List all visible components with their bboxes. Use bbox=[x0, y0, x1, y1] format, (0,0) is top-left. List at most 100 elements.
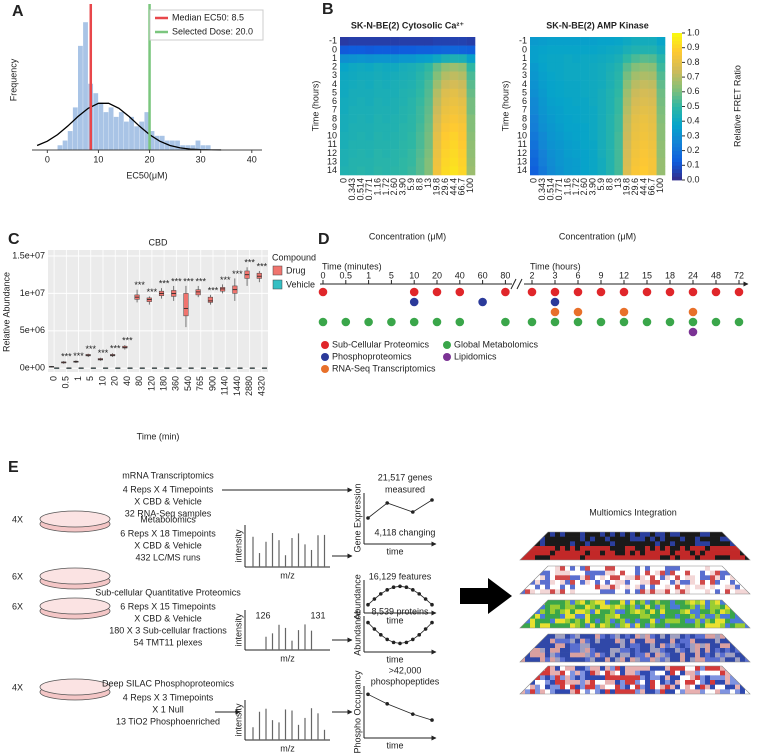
bar bbox=[134, 126, 140, 150]
layer-cell bbox=[725, 566, 731, 571]
layer-cell bbox=[615, 604, 621, 610]
layer-cell bbox=[620, 541, 626, 547]
layer-cell bbox=[530, 670, 536, 676]
layer-cell bbox=[655, 614, 661, 619]
heat-cell bbox=[555, 80, 565, 90]
layer-cell bbox=[675, 575, 681, 581]
layer-cell bbox=[600, 670, 606, 676]
heat-cell bbox=[614, 106, 624, 115]
heat-cell bbox=[432, 54, 442, 64]
layer-cell bbox=[520, 584, 526, 590]
heat-cell bbox=[340, 62, 349, 72]
heat-cell bbox=[407, 54, 417, 64]
row-label: 7 bbox=[332, 105, 337, 115]
layer-cell bbox=[580, 618, 586, 624]
row-label: 12 bbox=[327, 148, 337, 158]
colorbar-step bbox=[672, 146, 682, 151]
layer-cell bbox=[565, 550, 571, 556]
heat-cell bbox=[466, 123, 476, 133]
assay-title: mRNA Transcriptomics bbox=[122, 470, 214, 480]
layer-cell bbox=[645, 623, 651, 628]
heat-cell bbox=[399, 149, 408, 159]
heat-cell bbox=[390, 80, 400, 90]
heat-cell bbox=[407, 157, 417, 167]
layer-cell bbox=[680, 555, 686, 560]
assay-dot bbox=[573, 287, 583, 297]
layer-cell bbox=[690, 638, 696, 644]
heat-cell bbox=[597, 37, 607, 46]
heat-cell bbox=[390, 149, 400, 159]
assay-detail: 13 TiO2 Phosphoenriched bbox=[116, 716, 220, 726]
layer-cell bbox=[740, 666, 746, 671]
heat-cell bbox=[399, 157, 408, 167]
layer-cell bbox=[535, 666, 541, 671]
layer-cell bbox=[620, 675, 626, 681]
layer-cell bbox=[560, 634, 566, 639]
heat-cell bbox=[622, 166, 632, 176]
layer-cell bbox=[600, 570, 606, 576]
heat-cell bbox=[614, 62, 624, 72]
bar bbox=[93, 93, 99, 150]
layer-cell bbox=[720, 666, 726, 671]
heat-cell bbox=[458, 62, 467, 72]
layer-cell bbox=[575, 680, 581, 685]
layer-cell bbox=[545, 546, 551, 551]
layer-cell bbox=[640, 604, 646, 610]
layer-cell bbox=[655, 648, 661, 653]
layer-cell bbox=[575, 600, 581, 605]
layer-cell bbox=[545, 541, 551, 547]
heat-cell bbox=[458, 106, 467, 115]
layer-cell bbox=[735, 566, 741, 571]
layer-cell bbox=[665, 536, 671, 542]
heat-cell bbox=[631, 97, 640, 107]
heat-cell bbox=[622, 123, 632, 133]
layer-cell bbox=[625, 589, 631, 594]
layer-cell bbox=[665, 584, 671, 590]
layer-cell bbox=[565, 689, 571, 694]
layer-cell bbox=[730, 643, 736, 649]
heat-cell bbox=[356, 106, 366, 115]
assay-dot bbox=[688, 287, 698, 297]
layer-cell bbox=[580, 670, 586, 676]
layer-cell bbox=[540, 555, 546, 560]
time-label: 5 bbox=[389, 270, 394, 280]
heat-cell bbox=[415, 123, 425, 133]
layer-cell bbox=[540, 652, 546, 658]
layer-cell bbox=[720, 580, 726, 585]
heat-cell bbox=[656, 71, 666, 81]
legend-swatch bbox=[272, 265, 283, 276]
layer-cell bbox=[675, 689, 681, 694]
layer-cell bbox=[740, 634, 746, 639]
heat-cell bbox=[373, 88, 383, 98]
layer-cell bbox=[595, 684, 601, 690]
heat-cell bbox=[622, 37, 632, 46]
layer-cell bbox=[605, 675, 611, 681]
layer-cell bbox=[565, 566, 571, 571]
layer-cell bbox=[685, 614, 691, 619]
layer-cell bbox=[745, 570, 750, 576]
layer-cell bbox=[605, 609, 611, 615]
heat-cell bbox=[373, 80, 383, 90]
assay-title: Sub-cellular Quantitative Proteomics bbox=[95, 587, 241, 597]
layer-cell bbox=[700, 604, 706, 610]
layer-cell bbox=[630, 609, 636, 615]
layer-cell bbox=[685, 600, 691, 605]
layer-cell bbox=[650, 675, 656, 681]
layer-cell bbox=[535, 618, 541, 624]
layer-cell bbox=[725, 623, 731, 628]
layer-cell bbox=[735, 680, 741, 685]
layer-cell bbox=[730, 666, 736, 671]
layer-cell bbox=[610, 570, 616, 576]
heat-cell bbox=[424, 54, 434, 64]
layer-cell bbox=[570, 600, 576, 605]
layer-cell bbox=[590, 618, 596, 624]
assay-dot bbox=[665, 287, 675, 297]
layer-cell bbox=[560, 550, 566, 556]
layer-cell bbox=[600, 566, 606, 571]
heat-cell bbox=[546, 157, 556, 167]
heat-cell bbox=[530, 88, 539, 98]
layer-cell bbox=[555, 623, 561, 628]
layer-cell bbox=[540, 532, 546, 537]
layer-cell bbox=[590, 689, 596, 694]
heat-cell bbox=[597, 157, 607, 167]
